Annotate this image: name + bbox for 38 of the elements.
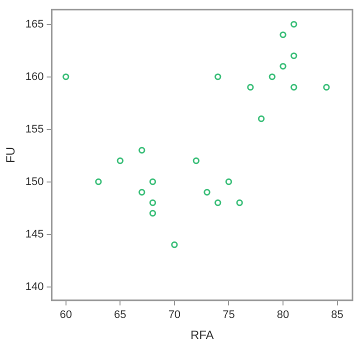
point	[258, 115, 265, 122]
y-tick-label: 140	[25, 280, 44, 293]
point	[214, 73, 222, 80]
y-tick-label: 160	[25, 70, 44, 83]
point	[149, 178, 156, 186]
x-tick-label: 60	[60, 309, 72, 322]
point	[138, 188, 146, 196]
y-axis-title: FU	[4, 147, 18, 163]
point	[280, 31, 286, 38]
point	[290, 84, 298, 91]
point	[268, 73, 276, 80]
x-tick-label: 75	[222, 309, 235, 322]
y-tick-label: 165	[25, 18, 44, 30]
point	[138, 146, 146, 154]
x-axis-title: RFA	[190, 328, 214, 342]
x-tick-label: 70	[168, 309, 181, 322]
point	[62, 73, 70, 80]
x-tick-label: 80	[276, 309, 290, 322]
point	[149, 210, 156, 217]
point	[290, 52, 298, 60]
point	[192, 157, 200, 164]
y-tick-label: 145	[25, 228, 44, 240]
point	[280, 62, 286, 70]
x-tick-label: 65	[114, 309, 126, 322]
point	[323, 84, 330, 91]
point	[225, 178, 232, 186]
point	[204, 188, 210, 196]
point	[149, 199, 156, 206]
point	[247, 84, 254, 91]
point	[290, 20, 298, 28]
point	[116, 157, 124, 164]
point	[171, 241, 178, 248]
point	[95, 178, 102, 186]
y-tick-label: 155	[25, 123, 44, 136]
x-tick-label: 85	[331, 309, 344, 322]
point	[214, 199, 222, 206]
y-tick-label: 150	[25, 176, 44, 188]
point	[236, 199, 243, 206]
